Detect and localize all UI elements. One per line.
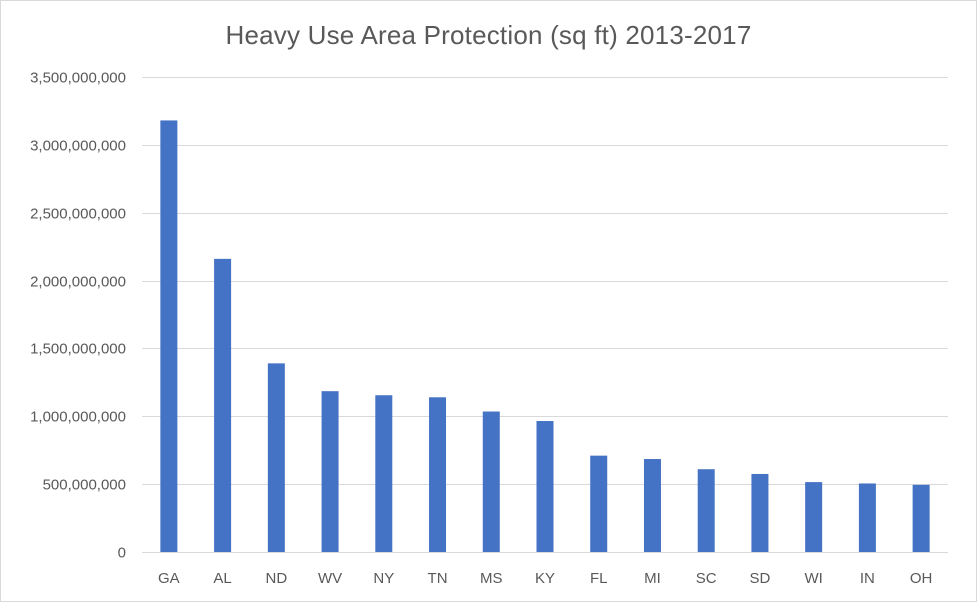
y-tick-label: 500,000,000 (43, 477, 126, 494)
bar-fl (590, 455, 608, 552)
x-tick-label: SC (696, 570, 717, 587)
x-tick-label: KY (535, 570, 555, 587)
x-tick-label: MI (644, 570, 661, 587)
y-tick-label: 2,000,000,000 (30, 274, 126, 291)
bar-ny (375, 395, 393, 552)
bar-sd (751, 473, 769, 552)
bar-mi (643, 459, 661, 552)
y-tick-label: 2,500,000,000 (30, 206, 126, 223)
bar-nd (267, 363, 285, 552)
bar-ga (160, 120, 178, 552)
x-tick-label: WI (805, 570, 823, 587)
y-tick-label: 1,500,000,000 (30, 341, 126, 358)
bar-ky (536, 421, 554, 552)
x-tick-label: FL (590, 570, 608, 587)
y-tick-label: 3,000,000,000 (30, 138, 126, 155)
y-tick-label: 3,500,000,000 (30, 70, 126, 87)
y-tick-label: 1,000,000,000 (30, 409, 126, 426)
chart-title: Heavy Use Area Protection (sq ft) 2013-2… (225, 20, 752, 50)
bar-in (858, 483, 876, 552)
x-tick-label: OH (910, 570, 933, 587)
bar-sc (697, 469, 715, 552)
bar-al (214, 258, 232, 552)
x-axis-tick-labels: GA AL ND WV NY TN MS KY FL MI SC SD WI IN OH (158, 570, 932, 587)
x-tick-label: IN (860, 570, 875, 587)
bars (160, 120, 930, 552)
x-tick-label: MS (480, 570, 503, 587)
x-tick-label: NY (373, 570, 394, 587)
bar-oh (912, 484, 930, 552)
bar-wv (321, 391, 339, 552)
x-tick-label: ND (265, 570, 287, 587)
x-tick-label: SD (750, 570, 771, 587)
y-tick-label: 0 (118, 545, 126, 562)
bar-tn (429, 397, 447, 552)
x-tick-label: TN (428, 570, 448, 587)
x-tick-label: WV (318, 570, 342, 587)
y-axis-tick-labels: 0 500,000,000 1,000,000,000 1,500,000,000 2,… (30, 70, 126, 562)
x-tick-label: GA (158, 570, 180, 587)
x-tick-label: AL (213, 570, 231, 587)
bar-wi (805, 482, 823, 552)
bar-ms (482, 411, 500, 552)
